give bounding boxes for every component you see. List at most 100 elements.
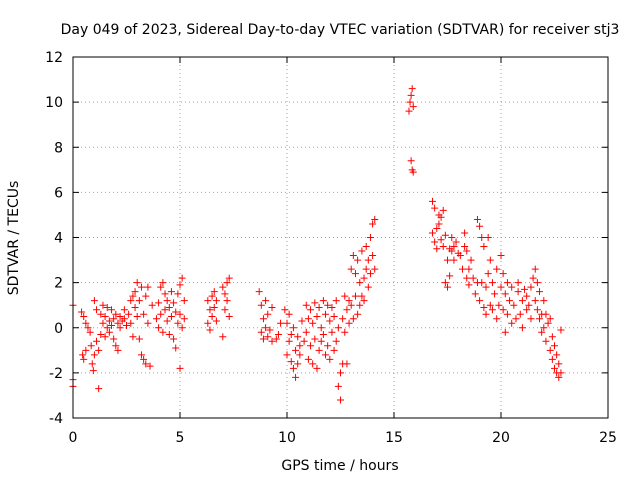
data-point xyxy=(341,328,349,336)
data-point xyxy=(521,285,529,293)
data-point xyxy=(93,337,101,345)
data-point xyxy=(300,337,308,345)
data-point xyxy=(272,335,280,343)
data-point xyxy=(536,288,544,296)
data-point xyxy=(212,317,220,325)
data-point xyxy=(322,351,330,359)
data-point xyxy=(167,288,175,296)
data-point xyxy=(439,206,447,214)
data-point xyxy=(319,297,327,305)
data-point xyxy=(429,197,437,205)
data-point xyxy=(221,306,229,314)
data-point xyxy=(369,220,377,228)
plot-frame xyxy=(72,56,609,419)
data-point xyxy=(87,342,95,350)
data-point xyxy=(461,243,469,251)
data-point xyxy=(503,279,511,287)
data-point xyxy=(180,315,188,323)
y-tick-label: 12 xyxy=(45,50,63,66)
data-point xyxy=(446,272,454,280)
data-point xyxy=(501,328,509,336)
data-point xyxy=(146,362,154,370)
data-point xyxy=(499,270,507,278)
data-point xyxy=(463,274,471,282)
data-point xyxy=(135,335,143,343)
data-point xyxy=(488,306,496,314)
data-point xyxy=(313,364,321,372)
data-point xyxy=(484,270,492,278)
data-point xyxy=(531,265,539,273)
data-point xyxy=(112,342,120,350)
data-point xyxy=(129,292,137,300)
data-point xyxy=(409,103,417,111)
data-point xyxy=(283,351,291,359)
data-point xyxy=(206,326,214,334)
data-point xyxy=(358,247,366,255)
data-point xyxy=(178,324,186,332)
data-point xyxy=(354,310,362,318)
data-point xyxy=(360,274,368,282)
x-axis-label: GPS time / hours xyxy=(281,458,398,474)
data-point xyxy=(292,373,300,381)
data-point xyxy=(523,306,531,314)
data-point xyxy=(120,315,128,323)
data-point xyxy=(540,297,548,305)
data-point xyxy=(431,204,439,212)
data-point xyxy=(264,310,272,318)
data-point xyxy=(206,306,214,314)
data-point xyxy=(371,265,379,273)
data-point xyxy=(450,243,458,251)
data-point xyxy=(360,297,368,305)
data-point xyxy=(503,310,511,318)
data-point xyxy=(476,297,484,305)
data-point xyxy=(159,328,167,336)
data-point xyxy=(82,346,90,354)
data-point xyxy=(161,290,169,298)
data-point xyxy=(499,306,507,314)
data-point xyxy=(313,312,321,320)
data-point xyxy=(551,364,558,372)
data-point xyxy=(469,274,477,282)
data-point xyxy=(523,292,531,300)
x-tick-label: 25 xyxy=(599,430,617,446)
data-point xyxy=(287,358,295,366)
data-point xyxy=(114,346,122,354)
data-point xyxy=(349,315,357,323)
data-point xyxy=(155,299,163,307)
data-point xyxy=(178,274,186,282)
data-point xyxy=(210,303,218,311)
x-tick-label: 20 xyxy=(492,430,510,446)
data-point xyxy=(544,319,552,327)
data-point xyxy=(439,243,447,251)
data-point xyxy=(129,333,137,341)
data-point xyxy=(480,243,488,251)
data-point xyxy=(140,355,148,363)
data-point xyxy=(493,265,501,273)
data-point xyxy=(307,342,315,350)
data-point xyxy=(86,328,94,336)
data-point xyxy=(133,312,141,320)
data-point xyxy=(491,290,499,298)
data-point xyxy=(514,288,522,296)
data-point xyxy=(311,335,319,343)
data-point xyxy=(347,301,355,309)
data-point xyxy=(103,303,111,311)
data-point xyxy=(262,297,270,305)
data-points xyxy=(69,85,565,404)
data-point xyxy=(548,355,556,363)
data-point xyxy=(161,306,169,314)
data-point xyxy=(465,281,473,289)
data-point xyxy=(144,319,152,327)
data-point xyxy=(518,297,526,305)
data-point xyxy=(482,310,490,318)
data-point xyxy=(557,326,565,334)
data-point xyxy=(349,252,357,260)
data-point xyxy=(514,279,522,287)
data-point xyxy=(467,256,475,264)
y-axis-label: SDTVAR / TECUs xyxy=(6,181,22,296)
data-point xyxy=(103,324,111,332)
data-point xyxy=(533,279,541,287)
data-point xyxy=(345,319,353,327)
data-point xyxy=(326,317,334,325)
data-point xyxy=(176,364,184,372)
